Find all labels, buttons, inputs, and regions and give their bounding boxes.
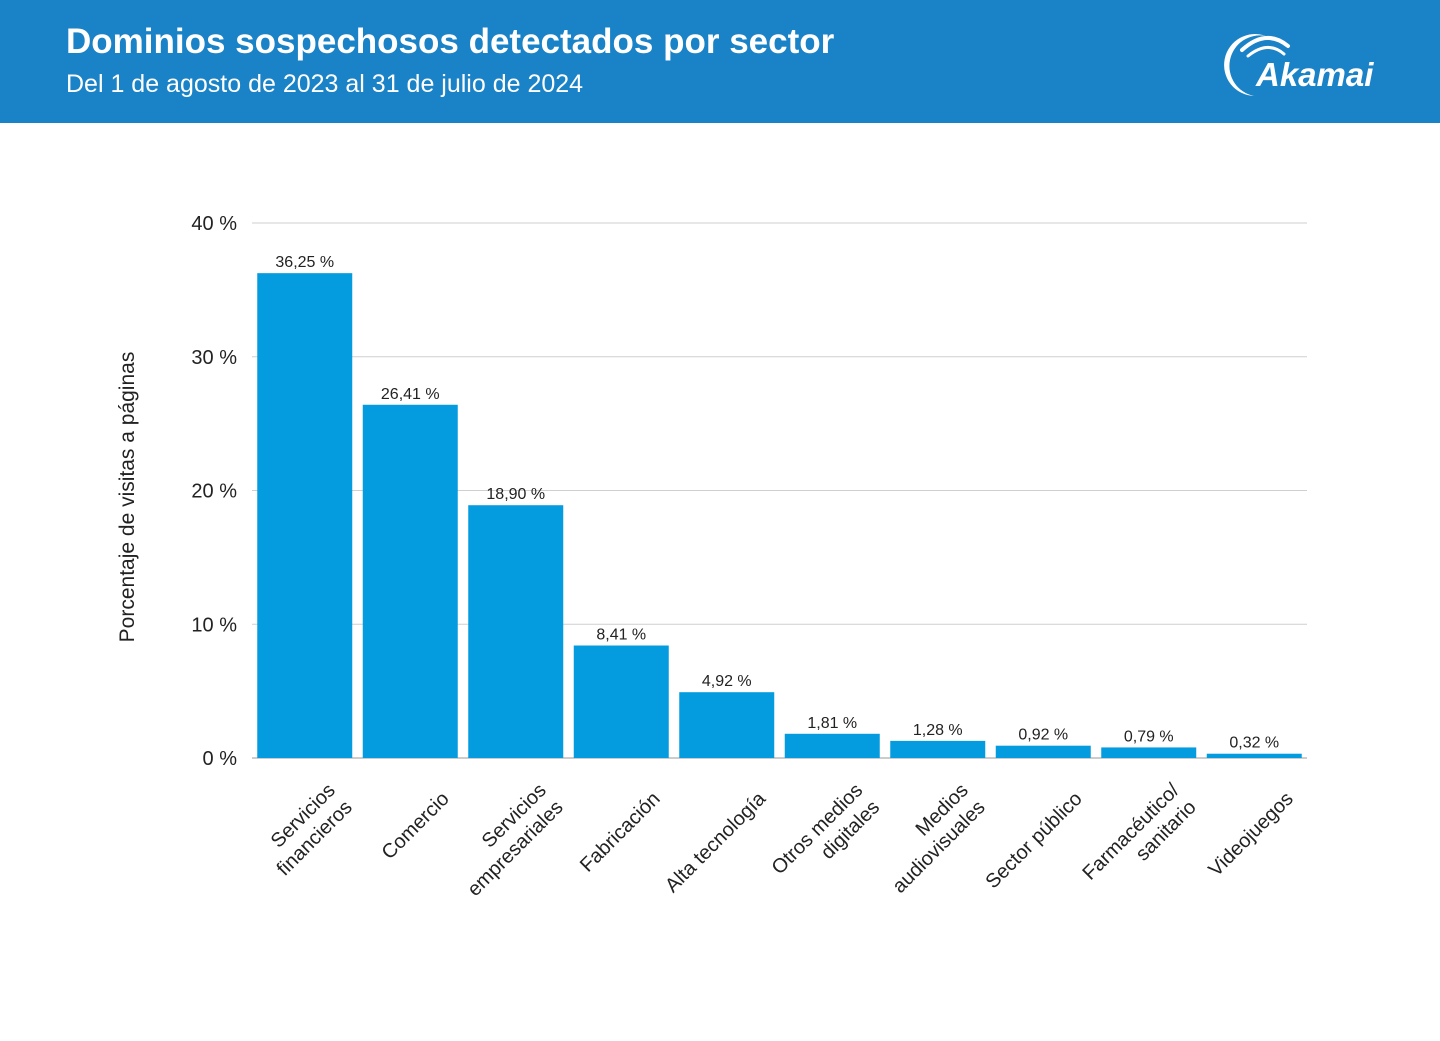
x-category-label: Comercio bbox=[378, 788, 454, 864]
bars bbox=[257, 273, 1302, 758]
logo-wordmark: Akamai bbox=[1255, 56, 1374, 93]
bar bbox=[468, 505, 564, 758]
y-tick-label: 0 % bbox=[203, 748, 238, 770]
header-banner: Dominios sospechosos detectados por sect… bbox=[0, 0, 1440, 123]
bar bbox=[1101, 747, 1197, 758]
bar bbox=[362, 404, 458, 758]
bar bbox=[1206, 753, 1302, 758]
data-label: 36,25 % bbox=[275, 254, 334, 271]
y-tick-label: 30 % bbox=[191, 347, 237, 369]
x-axis-labels: Serviciosfinancieros Comercio Serviciosemp… bbox=[256, 779, 1298, 901]
bar bbox=[679, 692, 775, 758]
bar bbox=[573, 645, 669, 758]
x-category-label: Alta tecnología bbox=[661, 787, 771, 897]
data-label: 8,41 % bbox=[596, 627, 646, 644]
x-category-label: Sector público bbox=[982, 788, 1087, 893]
y-tick-label: 40 % bbox=[191, 213, 237, 235]
x-category-label: Videojuegos bbox=[1205, 788, 1298, 881]
bar bbox=[257, 273, 353, 758]
data-label: 18,90 % bbox=[486, 486, 545, 503]
data-label: 0,92 % bbox=[1018, 727, 1068, 744]
data-label: 0,32 % bbox=[1229, 735, 1279, 752]
x-category-label: Farmacéutico/sanitario bbox=[1079, 779, 1201, 901]
page-subtitle: Del 1 de agosto de 2023 al 31 de julio d… bbox=[66, 70, 584, 98]
data-label: 1,81 % bbox=[807, 715, 857, 732]
bar bbox=[995, 745, 1091, 758]
data-label: 4,92 % bbox=[702, 673, 752, 690]
x-category-label: Fabricación bbox=[576, 788, 665, 877]
bar bbox=[890, 740, 986, 758]
y-tick-label: 20 % bbox=[191, 481, 237, 503]
data-label: 1,28 % bbox=[913, 722, 963, 739]
x-category-label: Mediosaudiovisuales bbox=[871, 779, 989, 897]
y-axis-ticks: 0 % 10 % 20 % 30 % 40 % bbox=[191, 213, 237, 770]
x-category-label: Serviciosempresariales bbox=[446, 779, 567, 900]
x-category-label: Serviciosfinancieros bbox=[256, 779, 357, 880]
bar bbox=[784, 733, 880, 758]
akamai-logo: Akamai bbox=[1224, 34, 1374, 96]
data-label: 26,41 % bbox=[381, 386, 440, 403]
data-label: 0,79 % bbox=[1124, 728, 1174, 745]
data-labels: 36,25 % 26,41 % 18,90 % 8,41 % 4,92 % 1,81 % 1… bbox=[275, 254, 1279, 752]
bar-chart: 0 % 10 % 20 % 30 % 40 % Porcentaje de visita… bbox=[116, 213, 1307, 901]
y-tick-label: 10 % bbox=[191, 614, 237, 636]
x-category-label: Otros mediosdigitales bbox=[768, 779, 885, 896]
y-axis-label: Porcentaje de visitas a páginas bbox=[116, 352, 139, 643]
page-title: Dominios sospechosos detectados por sect… bbox=[66, 22, 835, 61]
